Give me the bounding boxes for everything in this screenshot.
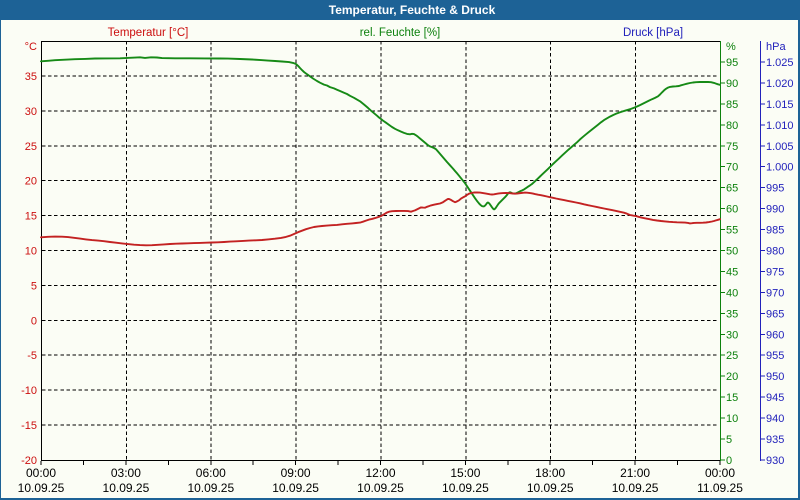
svg-text:80: 80 [726, 120, 738, 132]
svg-text:°C: °C [25, 41, 37, 53]
svg-text:06:00: 06:00 [196, 466, 226, 480]
svg-text:-20: -20 [21, 455, 37, 467]
svg-text:1.010: 1.010 [766, 120, 794, 132]
svg-text:95: 95 [726, 57, 738, 69]
svg-text:30: 30 [25, 106, 37, 118]
svg-text:1.000: 1.000 [766, 162, 794, 174]
svg-text:85: 85 [726, 99, 738, 111]
svg-text:10.09.25: 10.09.25 [187, 481, 234, 495]
svg-text:980: 980 [766, 246, 784, 258]
svg-text:20: 20 [25, 176, 37, 188]
svg-text:5: 5 [31, 280, 37, 292]
svg-text:55: 55 [726, 225, 738, 237]
svg-text:10.09.25: 10.09.25 [527, 481, 574, 495]
svg-text:40: 40 [726, 287, 738, 299]
svg-text:00:00: 00:00 [705, 466, 735, 480]
svg-text:965: 965 [766, 308, 784, 320]
svg-text:975: 975 [766, 266, 784, 278]
svg-text:990: 990 [766, 204, 784, 216]
svg-text:15: 15 [25, 211, 37, 223]
svg-text:Temperatur [°C]: Temperatur [°C] [108, 27, 189, 39]
svg-text:-15: -15 [21, 420, 37, 432]
svg-text:25: 25 [25, 141, 37, 153]
svg-text:Druck [hPa]: Druck [hPa] [623, 27, 683, 39]
svg-text:15: 15 [726, 392, 738, 404]
svg-text:03:00: 03:00 [111, 466, 141, 480]
svg-text:10.09.25: 10.09.25 [103, 481, 150, 495]
svg-text:10.09.25: 10.09.25 [357, 481, 404, 495]
svg-text:15:00: 15:00 [450, 466, 480, 480]
svg-text:35: 35 [25, 71, 37, 83]
svg-text:-10: -10 [21, 385, 37, 397]
svg-text:985: 985 [766, 225, 784, 237]
svg-text:0: 0 [31, 315, 37, 327]
svg-text:50: 50 [726, 246, 738, 258]
svg-text:940: 940 [766, 413, 784, 425]
svg-text:970: 970 [766, 287, 784, 299]
svg-text:950: 950 [766, 371, 784, 383]
svg-text:18:00: 18:00 [535, 466, 565, 480]
svg-text:0: 0 [726, 455, 732, 467]
svg-text:995: 995 [766, 183, 784, 195]
svg-text:60: 60 [726, 204, 738, 216]
svg-text:10.09.25: 10.09.25 [272, 481, 319, 495]
svg-text:1.015: 1.015 [766, 99, 794, 111]
svg-text:930: 930 [766, 455, 784, 467]
svg-text:09:00: 09:00 [281, 466, 311, 480]
svg-text:1.005: 1.005 [766, 141, 794, 153]
svg-text:1.025: 1.025 [766, 57, 794, 69]
svg-text:945: 945 [766, 392, 784, 404]
svg-text:11.09.25: 11.09.25 [697, 481, 743, 495]
svg-text:70: 70 [726, 162, 738, 174]
svg-text:10.09.25: 10.09.25 [442, 481, 489, 495]
svg-text:90: 90 [726, 78, 738, 90]
svg-text:35: 35 [726, 308, 738, 320]
svg-text:10: 10 [25, 246, 37, 258]
svg-text:1.020: 1.020 [766, 78, 794, 90]
svg-text:45: 45 [726, 266, 738, 278]
svg-text:rel. Feuchte [%]: rel. Feuchte [%] [360, 27, 441, 39]
svg-text:960: 960 [766, 329, 784, 341]
svg-text:10.09.25: 10.09.25 [18, 481, 65, 495]
svg-text:12:00: 12:00 [365, 466, 395, 480]
svg-text:%: % [726, 41, 736, 53]
svg-text:hPa: hPa [766, 41, 786, 53]
svg-text:935: 935 [766, 434, 784, 446]
svg-text:25: 25 [726, 350, 738, 362]
svg-text:20: 20 [726, 371, 738, 383]
svg-text:955: 955 [766, 350, 784, 362]
svg-text:30: 30 [726, 329, 738, 341]
svg-text:21:00: 21:00 [620, 466, 650, 480]
svg-text:-5: -5 [27, 350, 37, 362]
svg-text:00:00: 00:00 [26, 466, 56, 480]
svg-text:5: 5 [726, 434, 732, 446]
svg-text:65: 65 [726, 183, 738, 195]
svg-text:75: 75 [726, 141, 738, 153]
svg-text:10.09.25: 10.09.25 [612, 481, 659, 495]
svg-text:10: 10 [726, 413, 738, 425]
